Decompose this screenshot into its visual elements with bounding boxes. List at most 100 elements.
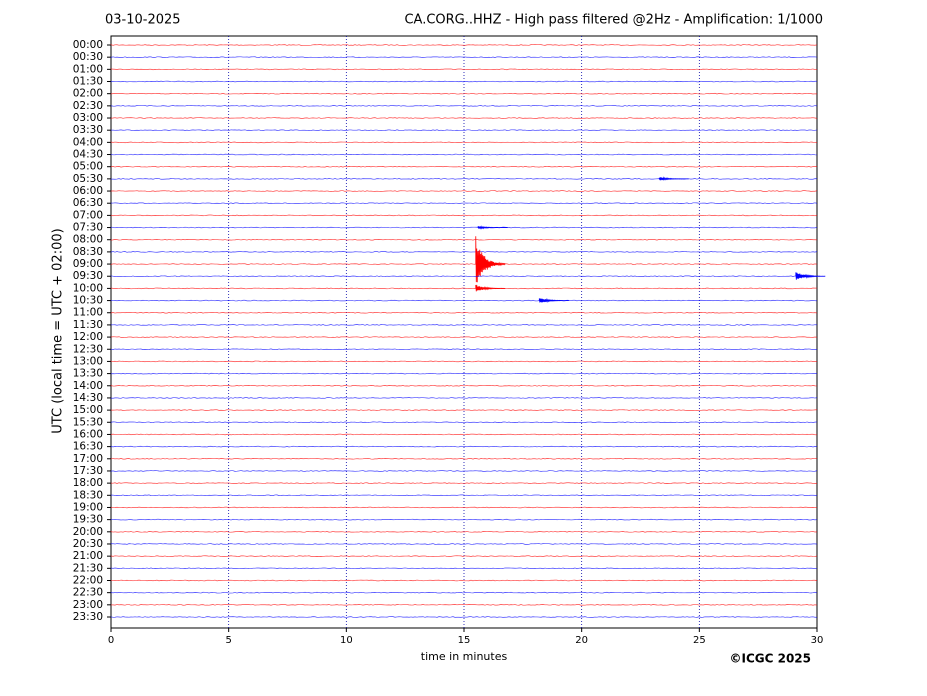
y-tick-label: 13:30 (73, 368, 103, 380)
y-tick-label: 22:30 (73, 587, 103, 599)
x-tick-label: 5 (225, 635, 231, 646)
y-tick-label: 09:00 (73, 258, 103, 270)
trace (110, 178, 818, 180)
y-tick-label: 05:00 (73, 161, 103, 173)
trace (110, 56, 818, 58)
burst (477, 225, 508, 230)
y-tick-label: 20:00 (73, 526, 103, 538)
trace (110, 348, 818, 351)
trace (110, 543, 818, 545)
trace (110, 567, 818, 570)
trace (110, 433, 818, 436)
y-tick-label: 08:00 (73, 234, 103, 246)
y-tick-label: 18:30 (73, 489, 103, 501)
y-tick-label: 18:00 (73, 477, 103, 489)
y-tick-label: 19:30 (73, 514, 103, 526)
y-tick-label: 20:30 (73, 538, 103, 550)
trace (110, 165, 818, 168)
trace (110, 616, 818, 618)
y-tick-label: 14:00 (73, 380, 103, 392)
copyright: ©ICGC 2025 (729, 652, 811, 666)
y-tick-label: 12:00 (73, 331, 103, 343)
trace (110, 275, 818, 277)
y-tick-label: 17:00 (73, 453, 103, 465)
trace (110, 226, 818, 229)
y-tick-label: 14:30 (73, 392, 103, 404)
y-tick-label: 21:00 (73, 550, 103, 562)
y-tick-label: 06:00 (73, 185, 103, 197)
trace (110, 238, 818, 241)
trace (110, 531, 818, 533)
trace (110, 117, 818, 119)
trace (110, 470, 818, 472)
trace (110, 153, 818, 156)
trace (110, 251, 818, 253)
trace (110, 591, 818, 594)
trace (110, 555, 818, 557)
y-tick-label: 11:00 (73, 307, 103, 319)
trace (110, 190, 818, 192)
trace (110, 92, 818, 95)
y-tick-label: 23:30 (73, 611, 103, 623)
y-tick-label: 22:00 (73, 574, 103, 586)
y-tick-label: 02:30 (73, 100, 103, 112)
y-tick-label: 10:30 (73, 295, 103, 307)
y-tick-label: 07:00 (73, 209, 103, 221)
y-tick-label: 16:30 (73, 441, 103, 453)
burst (658, 176, 689, 181)
y-tick-label: 01:30 (73, 76, 103, 88)
y-tick-label: 15:30 (73, 416, 103, 428)
trace (110, 311, 818, 314)
y-tick-label: 21:30 (73, 562, 103, 574)
y-tick-label: 09:30 (73, 270, 103, 282)
trace (110, 324, 818, 326)
trace (110, 214, 818, 217)
y-tick-label: 03:30 (73, 124, 103, 136)
burst (538, 298, 569, 303)
trace (110, 409, 818, 411)
trace (110, 202, 818, 204)
x-tick-label: 30 (811, 635, 824, 646)
y-axis-label: UTC (local time = UTC + 02:00) (51, 228, 66, 433)
trace (110, 129, 818, 131)
trace (110, 80, 818, 83)
burst (475, 236, 506, 283)
y-tick-label: 05:30 (73, 173, 103, 185)
x-tick-label: 20 (575, 635, 588, 646)
y-tick-label: 04:00 (73, 136, 103, 148)
y-tick-label: 01:00 (73, 63, 103, 75)
trace (110, 263, 818, 265)
y-tick-label: 13:00 (73, 355, 103, 367)
trace (110, 68, 818, 71)
trace (110, 482, 818, 484)
y-tick-label: 03:00 (73, 112, 103, 124)
y-tick-label: 11:30 (73, 319, 103, 331)
trace (110, 397, 818, 399)
trace (110, 372, 818, 375)
trace (110, 494, 818, 497)
y-tick-label: 17:30 (73, 465, 103, 477)
x-axis-label: time in minutes (421, 650, 508, 663)
trace (110, 299, 818, 302)
y-tick-label: 23:00 (73, 599, 103, 611)
y-tick-label: 15:00 (73, 404, 103, 416)
x-tick-label: 0 (108, 635, 114, 646)
y-tick-label: 04:30 (73, 149, 103, 161)
y-tick-label: 00:00 (73, 39, 103, 51)
trace (110, 579, 818, 582)
y-tick-label: 08:30 (73, 246, 103, 258)
burst (475, 284, 506, 292)
trace (110, 445, 818, 448)
trace (110, 421, 818, 424)
y-tick-label: 00:30 (73, 51, 103, 63)
trace (110, 385, 818, 387)
y-tick-label: 19:00 (73, 501, 103, 513)
x-tick-label: 25 (693, 635, 706, 646)
y-tick-label: 16:00 (73, 428, 103, 440)
y-tick-label: 07:30 (73, 222, 103, 234)
trace (110, 604, 818, 606)
x-tick-label: 15 (458, 635, 471, 646)
trace (110, 336, 818, 338)
y-tick-label: 10:00 (73, 282, 103, 294)
